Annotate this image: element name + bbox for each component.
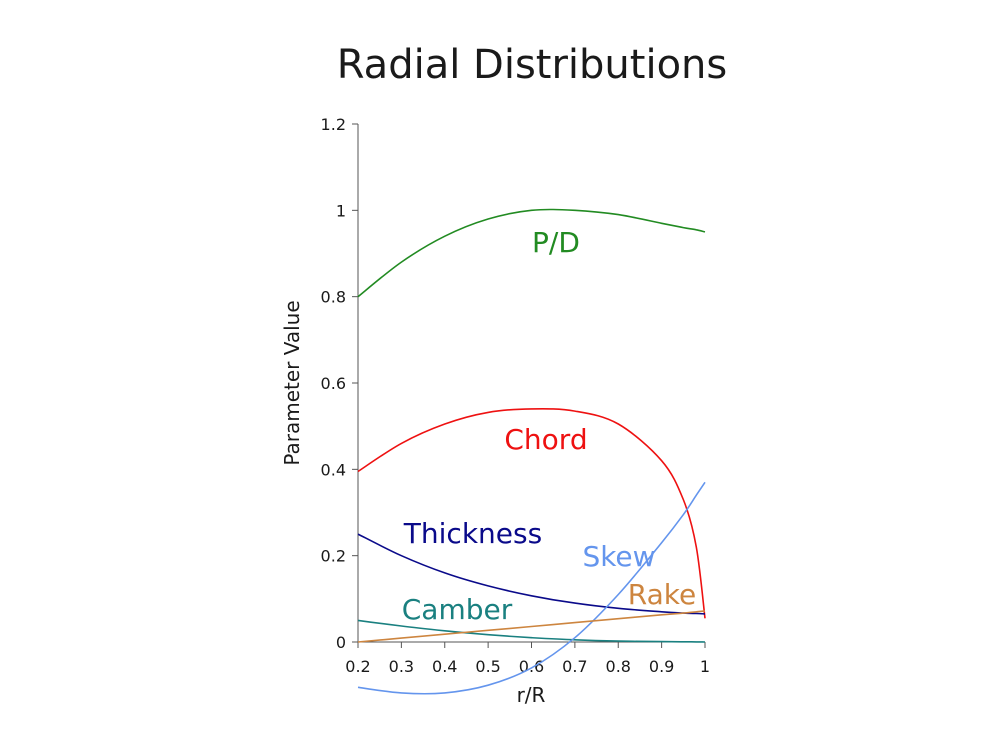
y-tick-label: 1.2	[321, 115, 346, 134]
series-labels: P/D Chord Thickness Camber Skew Rake	[402, 226, 696, 626]
x-tick-label: 1	[700, 657, 710, 676]
y-tick-label: 0.8	[321, 288, 346, 307]
y-tick-label: 0.2	[321, 547, 346, 566]
series-line-skew	[357, 481, 706, 695]
series-label-p-d: P/D	[532, 226, 580, 259]
series-line-camber	[357, 619, 706, 643]
x-tick-label: 0.3	[389, 657, 414, 676]
series-line-chord	[357, 407, 706, 619]
series-label-chord: Chord	[504, 423, 587, 456]
series-line-rake	[357, 610, 706, 643]
series-label-skew: Skew	[582, 540, 655, 573]
series-line-p-d	[357, 208, 706, 298]
chart-title: Radial Distributions	[336, 42, 728, 88]
x-tick-label: 0.8	[606, 657, 631, 676]
x-tick-label: 0.4	[432, 657, 457, 676]
y-tick-label: 1	[336, 201, 346, 220]
x-axis-label: r/R	[517, 683, 546, 707]
y-tick-label: 0	[336, 633, 346, 652]
series-label-camber: Camber	[402, 593, 513, 626]
y-tick-label: 0.4	[321, 460, 346, 479]
y-axis-label: Parameter Value	[280, 300, 304, 465]
axes: 00.20.40.60.811.20.2 0.3 0.4 0.5 0.6 0.7 0.8 0.…	[321, 115, 711, 676]
y-tick-label: 0.6	[321, 374, 346, 393]
x-tick-label: 0.9	[649, 657, 674, 676]
x-tick-label: 0.5	[475, 657, 500, 676]
x-tick-label: 0.2	[345, 657, 370, 676]
x-tick-label: 0.7	[562, 657, 587, 676]
series-group	[357, 208, 706, 695]
series-label-thickness: Thickness	[403, 517, 542, 550]
series-label-rake: Rake	[628, 578, 696, 611]
